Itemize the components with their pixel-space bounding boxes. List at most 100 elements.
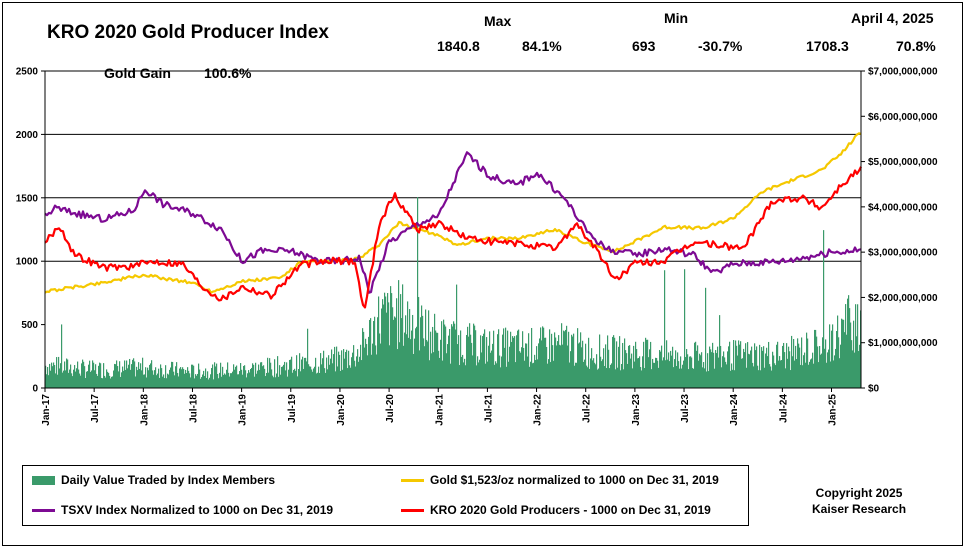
volume-bar	[772, 351, 774, 388]
volume-bar	[678, 361, 680, 388]
volume-bar	[327, 369, 329, 388]
volume-bar	[555, 337, 557, 388]
volume-bar	[120, 376, 122, 388]
volume-bar	[563, 330, 565, 388]
volume-bar	[206, 377, 208, 388]
volume-bar	[734, 370, 736, 388]
volume-bar	[361, 360, 363, 388]
volume-bar	[329, 364, 331, 388]
volume-bar	[676, 366, 678, 388]
volume-bar	[826, 362, 828, 388]
volume-bar	[221, 376, 223, 388]
volume-bar	[49, 363, 51, 388]
volume-bar	[465, 365, 467, 388]
legend-item-volume: Daily Value Traded by Index Members	[32, 473, 275, 487]
volume-bar	[452, 326, 454, 388]
volume-bar	[199, 369, 201, 388]
volume-bar	[80, 375, 82, 388]
volume-bar	[288, 369, 290, 388]
volume-bar	[446, 353, 448, 388]
volume-bar	[317, 372, 319, 388]
volume-bar	[52, 366, 54, 388]
volume-bar	[776, 344, 778, 388]
volume-bar	[398, 280, 400, 388]
volume-bar	[701, 352, 703, 388]
volume-bar	[651, 369, 653, 388]
volume-bar	[532, 363, 534, 388]
y-right-tick-label: $4,000,000,000	[868, 202, 938, 213]
volume-bar	[163, 374, 165, 388]
volume-bar	[817, 346, 819, 388]
volume-bar	[490, 352, 492, 388]
volume-bar	[812, 352, 814, 388]
volume-bar	[115, 364, 117, 388]
volume-bar	[690, 356, 692, 388]
volume-bar	[71, 373, 73, 388]
volume-bar	[455, 329, 457, 388]
volume-bar	[233, 364, 235, 388]
volume-bar	[63, 370, 65, 388]
volume-bar	[774, 363, 776, 388]
volume-bar	[420, 317, 422, 388]
volume-bar	[181, 369, 183, 388]
volume-bar	[256, 373, 258, 388]
volume-bar	[70, 364, 72, 388]
volume-bar	[751, 346, 753, 388]
volume-bar	[241, 369, 243, 388]
volume-bar	[182, 367, 184, 388]
volume-bar	[794, 360, 796, 388]
volume-bar	[849, 308, 851, 388]
x-tick-label: Jan-20	[336, 394, 347, 426]
volume-bar	[314, 366, 316, 388]
volume-bar	[369, 319, 371, 388]
volume-bar	[348, 350, 350, 388]
volume-bar	[660, 351, 662, 388]
volume-bar	[114, 363, 116, 388]
volume-bar	[430, 331, 432, 388]
y-left-tick-label: 2500	[16, 67, 39, 78]
volume-bar	[470, 334, 472, 388]
volume-bar	[116, 360, 118, 388]
volume-bar	[652, 358, 654, 388]
volume-bar	[364, 347, 366, 388]
volume-bar	[463, 362, 465, 388]
volume-bar	[657, 360, 659, 388]
volume-bar	[720, 345, 722, 388]
volume-bar	[137, 370, 139, 388]
volume-bar	[780, 360, 782, 388]
volume-bar	[610, 364, 612, 388]
volume-bar	[375, 345, 377, 388]
volume-bar	[262, 366, 264, 388]
volume-bar	[765, 353, 767, 388]
volume-bar	[571, 334, 573, 388]
volume-bar	[620, 370, 622, 388]
volume-bar	[354, 360, 356, 388]
volume-bar	[585, 343, 587, 388]
volume-bar	[597, 369, 599, 388]
volume-bar	[724, 357, 726, 388]
volume-bar	[627, 363, 629, 388]
volume-bar	[98, 365, 100, 388]
volume-bar	[460, 330, 462, 388]
volume-bar	[745, 343, 747, 388]
volume-bar	[623, 369, 625, 388]
volume-bar	[83, 361, 85, 388]
volume-bar	[587, 367, 589, 388]
volume-bar	[789, 351, 791, 388]
volume-bar	[152, 370, 154, 388]
volume-bar	[614, 337, 616, 388]
volume-bar	[505, 327, 507, 388]
volume-bar	[216, 363, 218, 388]
volume-bar	[594, 362, 596, 388]
volume-bar	[731, 363, 733, 388]
volume-bar	[556, 345, 558, 388]
volume-bar	[606, 367, 608, 388]
volume-bar	[650, 341, 652, 388]
volume-bar	[525, 343, 527, 388]
volume-bar	[665, 360, 667, 388]
volume-bar	[518, 329, 520, 388]
volume-bar	[499, 355, 501, 388]
volume-bar	[515, 362, 517, 388]
volume-bar	[96, 373, 98, 388]
